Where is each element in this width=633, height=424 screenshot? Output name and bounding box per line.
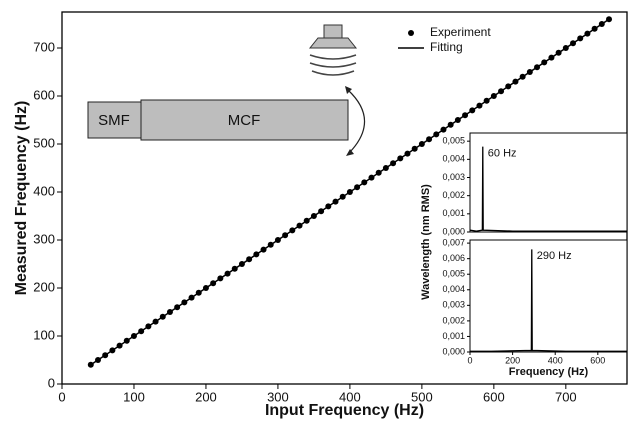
- data-line: [90, 18, 610, 366]
- x-tick-label: 0: [467, 356, 472, 366]
- y-tick-label: 0: [48, 375, 55, 390]
- x-tick-label: 0: [58, 390, 65, 405]
- y-tick-label: 400: [33, 183, 55, 198]
- x-axis-label: Input Frequency (Hz): [265, 402, 424, 419]
- y-tick-label: 0,000: [442, 346, 465, 356]
- y-tick-label: 100: [33, 327, 55, 342]
- smf-label: SMF: [98, 112, 130, 129]
- x-tick-label: 100: [123, 390, 145, 405]
- inset-background: [470, 133, 627, 232]
- inset-background: [470, 240, 627, 352]
- x-tick-label: 700: [555, 390, 577, 405]
- y-tick-label: 0,001: [442, 331, 465, 341]
- y-tick-label: 0,002: [442, 315, 465, 325]
- speaker-cone: [308, 37, 358, 49]
- y-tick-label: 0,003: [442, 172, 465, 182]
- legend-label: Fitting: [430, 40, 463, 54]
- y-tick-label: 0,001: [442, 208, 465, 218]
- x-tick-label: 500: [411, 390, 433, 405]
- y-tick-label: 700: [33, 39, 55, 54]
- peak-annotation: 290 Hz: [537, 250, 572, 262]
- x-axis-label: Frequency (Hz): [509, 366, 589, 378]
- x-tick-label: 200: [195, 390, 217, 405]
- y-tick-label: 0,003: [442, 300, 465, 310]
- y-tick-label: 600: [33, 87, 55, 102]
- y-axis-label: Measured Frequency (Hz): [13, 101, 30, 296]
- legend-marker: [408, 30, 414, 36]
- plot-frame: [469, 132, 628, 233]
- y-tick-label: 0,005: [442, 136, 465, 146]
- data-line: [469, 146, 627, 232]
- speaker-top: [323, 24, 343, 39]
- mcf-label: MCF: [228, 112, 261, 129]
- x-tick-label: 600: [483, 390, 505, 405]
- x-tick-label: 400: [548, 356, 563, 366]
- y-tick-label: 0,005: [442, 269, 465, 279]
- plot-frame: [469, 239, 628, 353]
- x-tick-label: 200: [505, 356, 520, 366]
- peak-annotation: 60 Hz: [488, 148, 517, 160]
- x-tick-label: 400: [339, 390, 361, 405]
- y-tick-label: 500: [33, 135, 55, 150]
- x-tick-label: 600: [590, 356, 605, 366]
- y-axis-label: Wavelength (nm RMS): [420, 184, 432, 300]
- mcf-box: [140, 99, 349, 141]
- y-tick-label: 0,004: [442, 284, 465, 294]
- y-tick-label: 0,000: [442, 226, 465, 236]
- fiber-diagram: SMF MCF: [87, 24, 366, 156]
- data-line: [470, 249, 627, 352]
- y-tick-label: 200: [33, 279, 55, 294]
- y-tick-label: 0,002: [442, 190, 465, 200]
- y-tick-label: 0,007: [442, 237, 465, 247]
- sound-waves: [309, 54, 357, 76]
- y-tick-label: 0,004: [442, 154, 465, 164]
- y-tick-label: 300: [33, 231, 55, 246]
- arrow: [347, 89, 366, 153]
- y-tick-label: 0,006: [442, 253, 465, 263]
- smf-box: [87, 101, 142, 139]
- legend-label: Experiment: [430, 25, 491, 39]
- x-tick-label: 300: [267, 390, 289, 405]
